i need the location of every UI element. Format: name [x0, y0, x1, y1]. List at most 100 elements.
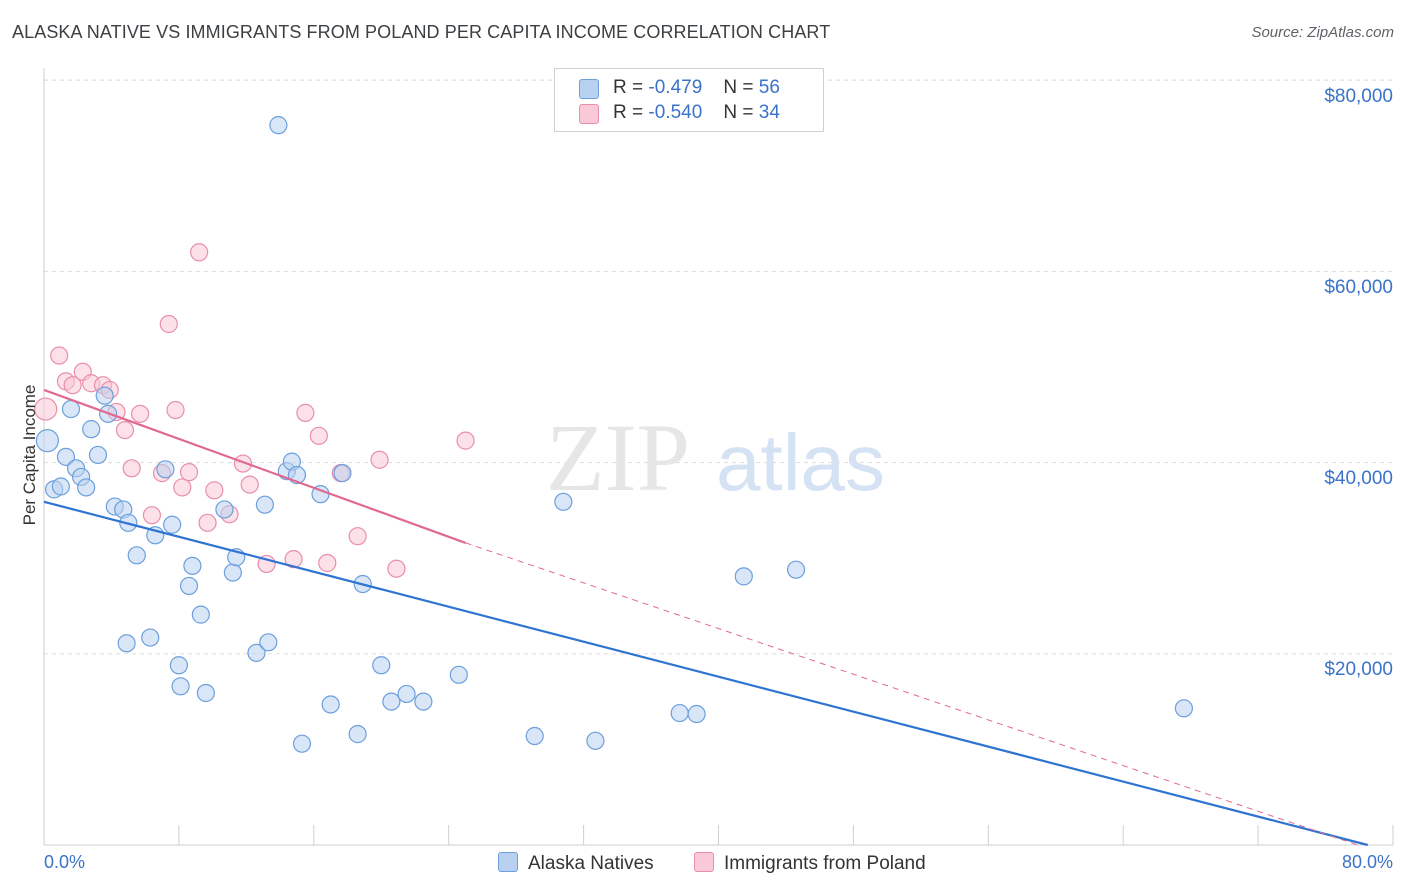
alaska-point: [1174, 699, 1194, 718]
y-axis-label: Per Capita Income: [20, 384, 39, 526]
grid-layer: [44, 79, 1393, 655]
alaska-point: [61, 399, 81, 419]
legend-n-label: N =: [723, 102, 754, 123]
poland-point: [348, 527, 367, 546]
poland-point: [284, 550, 303, 569]
alaska-point: [397, 684, 416, 704]
bottom-legend-label-alaska: Alaska Natives: [528, 853, 654, 874]
legend-r-label: R =: [613, 102, 644, 123]
alaska-point: [56, 447, 76, 466]
bottom-legend-swatch-poland: [694, 852, 714, 872]
legend-swatch-alaska: [579, 79, 599, 99]
legend-swatch-poland: [579, 104, 599, 124]
poland-point: [456, 431, 475, 450]
poland-point: [296, 403, 315, 422]
watermark: ZIP atlas: [546, 404, 885, 511]
poland-point: [318, 553, 337, 573]
alaska-point: [156, 460, 175, 479]
alaska-point: [333, 464, 352, 483]
poland-trend-extension: [465, 542, 1358, 846]
alaska-point: [183, 556, 202, 575]
poland-point: [50, 346, 69, 365]
y-tick-60000: $60,000: [1324, 277, 1393, 298]
alaska-point: [163, 515, 182, 534]
alaska-point: [734, 567, 753, 586]
y-tick-80000: $80,000: [1324, 86, 1393, 107]
x-tick-max: 80.0%: [1341, 852, 1393, 872]
alaska-point: [51, 477, 70, 496]
poland-point: [240, 475, 259, 494]
chart-title: ALASKA NATIVE VS IMMIGRANTS FROM POLAND …: [12, 22, 831, 42]
series-alaska-points: [35, 116, 1194, 753]
alaska-point: [786, 560, 806, 579]
poland-point: [166, 400, 185, 420]
alaska-point: [586, 731, 605, 750]
alaska-point: [82, 420, 101, 439]
alaska-point: [169, 656, 188, 675]
alaska-point: [127, 546, 146, 565]
bottom-legend-label-poland: Immigrants from Poland: [724, 853, 926, 874]
poland-point: [233, 454, 253, 473]
poland-point: [198, 513, 217, 532]
poland-point: [34, 397, 58, 421]
alaska-point: [554, 492, 573, 511]
poland-point: [190, 243, 209, 262]
poland-point: [142, 506, 162, 525]
legend-n-value: 56: [758, 77, 780, 98]
alaska-point: [525, 726, 544, 746]
alaska-point: [88, 445, 108, 465]
alaska-point: [77, 478, 96, 497]
alaska-point: [687, 704, 706, 724]
source-label: Source: ZipAtlas.com: [1251, 24, 1394, 41]
alaska-point: [259, 633, 278, 652]
bottom-legend-poland: Immigrants from Poland: [694, 852, 926, 875]
alaska-point: [196, 683, 215, 703]
alaska-point: [179, 576, 199, 596]
poland-point: [387, 559, 406, 578]
legend-r-value: -0.540: [648, 102, 703, 123]
poland-point: [115, 420, 135, 440]
alaska-point: [292, 734, 312, 753]
poland-point: [159, 314, 178, 334]
watermark-zip: ZIP: [546, 404, 690, 511]
legend-n-label: N =: [723, 77, 754, 98]
bottom-legend-swatch-alaska: [498, 852, 518, 872]
series-poland-points: [34, 243, 475, 578]
poland-point: [131, 404, 150, 423]
alaska-point: [191, 605, 210, 624]
alaska-point: [95, 386, 114, 405]
alaska-point: [223, 563, 242, 582]
poland-point: [122, 459, 141, 478]
correlation-legend: R = -0.479 N = 56 R = -0.540 N = 34: [554, 68, 824, 132]
alaska-point: [117, 634, 136, 653]
poland-trend-line: [43, 388, 466, 544]
poland-point: [205, 481, 224, 500]
alaska-point: [670, 703, 689, 723]
legend-n-value: 34: [758, 102, 780, 123]
poland-point: [309, 426, 328, 445]
alaska-trend-line: [43, 500, 1368, 847]
alaska-point: [171, 677, 190, 696]
alaska-point: [414, 692, 433, 711]
poland-point: [63, 376, 82, 395]
alaska-point: [255, 495, 274, 514]
alaska-point: [141, 628, 160, 647]
poland-point: [179, 463, 199, 482]
alaska-point: [382, 692, 401, 711]
alaska-point: [215, 500, 234, 519]
poland-point: [370, 450, 389, 469]
alaska-point: [348, 725, 367, 744]
alaska-point: [269, 116, 288, 135]
watermark-atlas: atlas: [716, 418, 885, 507]
alaska-point: [247, 643, 266, 662]
legend-r-label: R =: [613, 77, 644, 98]
y-tick-20000: $20,000: [1324, 659, 1393, 680]
axis-layer: [43, 68, 1394, 846]
alaska-point: [35, 429, 59, 453]
bottom-legend-alaska: Alaska Natives: [498, 852, 654, 875]
trend-lines: [43, 388, 1368, 847]
alaska-point: [449, 665, 468, 684]
poland-point: [173, 478, 192, 497]
alaska-point: [321, 695, 340, 714]
